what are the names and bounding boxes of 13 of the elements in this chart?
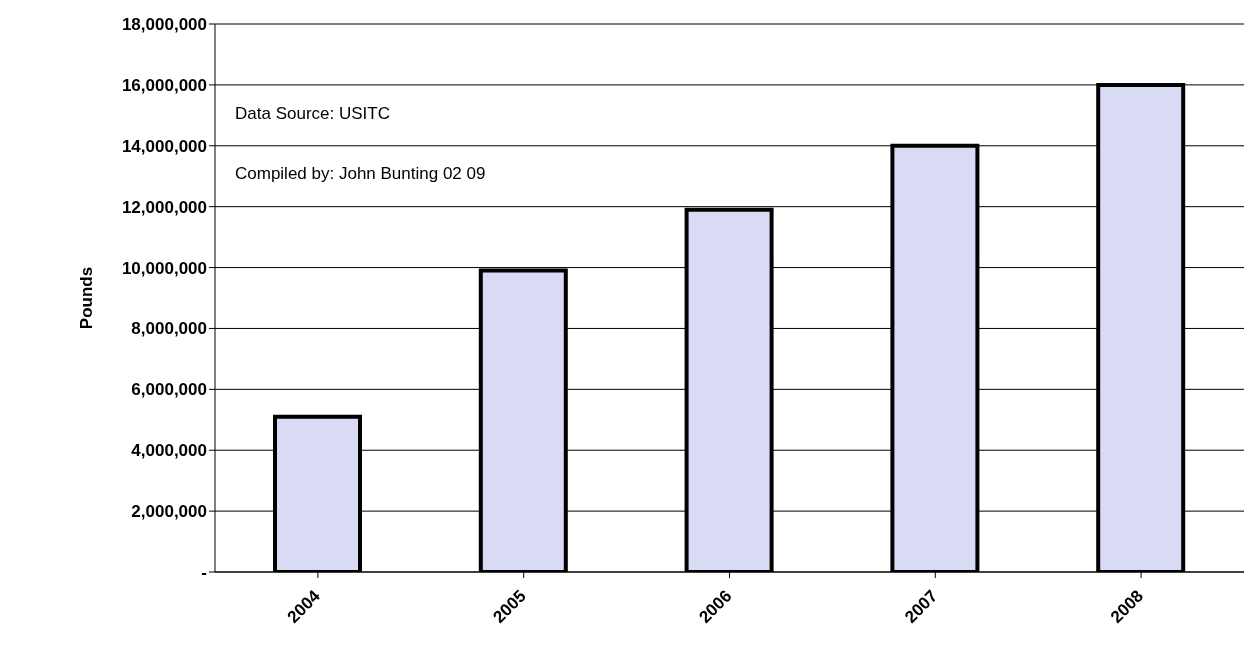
y-tick-label: 16,000,000 [121,75,207,95]
annotation: Data Source: USITC [235,104,390,124]
y-tick-label: 14,000,000 [121,136,207,156]
y-tick-label: 18,000,000 [121,15,207,35]
y-tick-label: 2,000,000 [131,502,207,522]
y-tick-label: 6,000,000 [131,380,207,400]
y-axis-title: Pounds [77,266,97,330]
annotation: Compiled by: John Bunting 02 09 [235,164,486,184]
y-tick-label: - [201,563,207,583]
y-tick-label: 10,000,000 [121,258,207,278]
y-tick-label: 8,000,000 [131,319,207,339]
y-tick-label: 12,000,000 [121,197,207,217]
y-tick-label: 4,000,000 [131,441,207,461]
